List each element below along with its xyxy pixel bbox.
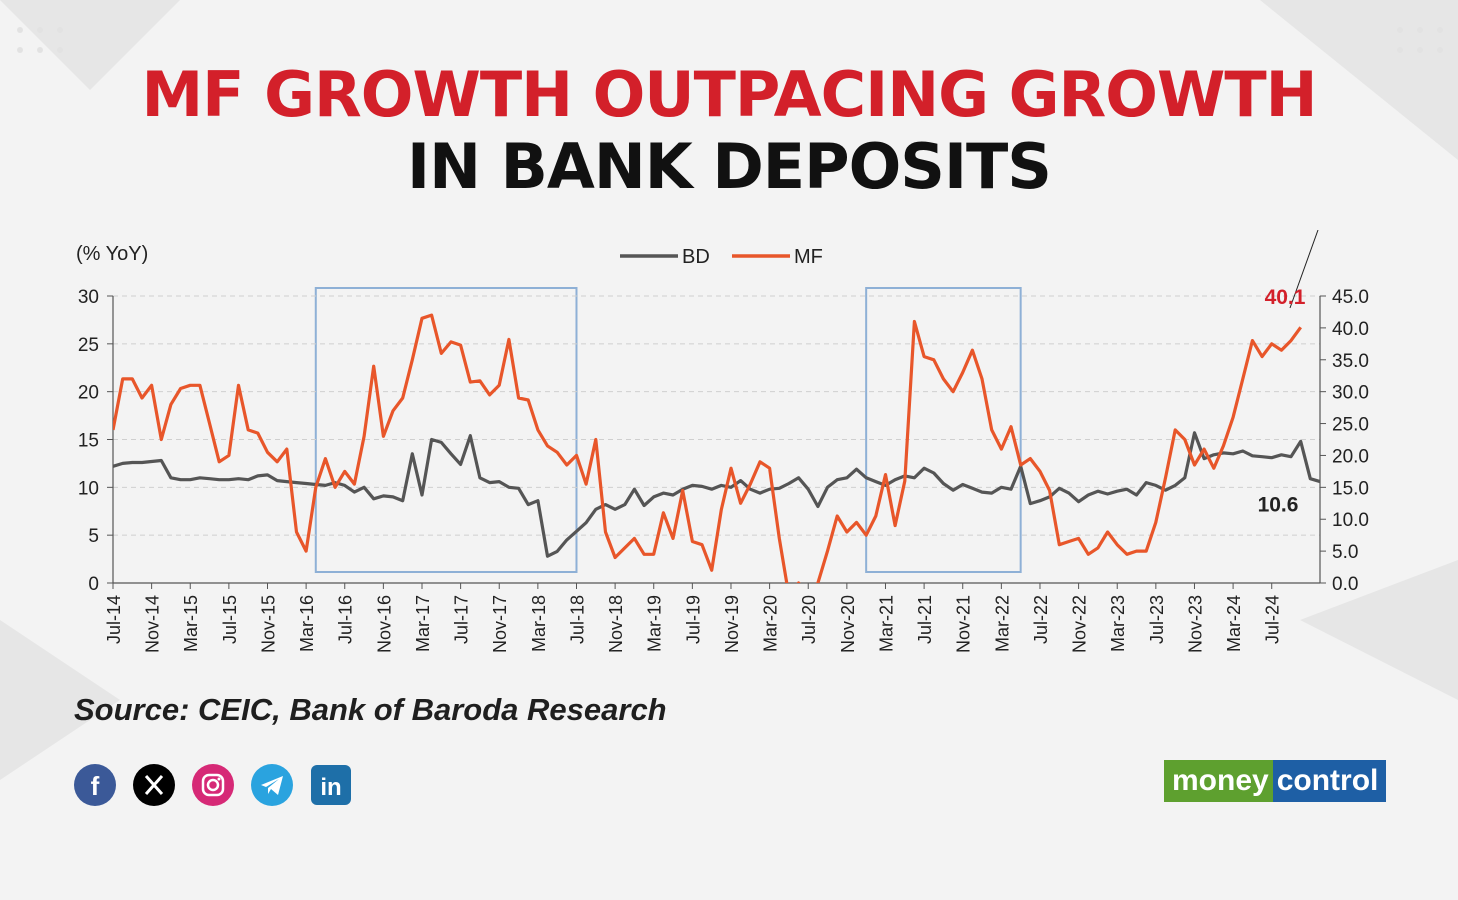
y-right-tick-label: 0.0 <box>1332 574 1358 595</box>
x-tick-label: Jul-18 <box>567 595 587 644</box>
legend-label-mf: MF <box>794 246 823 268</box>
series-line-bd <box>113 431 1320 558</box>
social-icons: f in <box>74 764 352 806</box>
legend-label-bd: BD <box>682 246 710 268</box>
x-tick-label: Nov-22 <box>1070 595 1090 653</box>
logo-money: money <box>1164 760 1273 802</box>
line-chart: 0 5 10 15 20 25 30 0.0 5.0 10.0 15.0 20.0 25.0 30.0 35… <box>76 230 1369 653</box>
y-axis-label: (% YoY) <box>76 243 148 265</box>
x-tick-label: Jul-21 <box>915 595 935 644</box>
y-left-tick-label: 10 <box>78 478 99 499</box>
x-tick-label: Jul-20 <box>799 595 819 644</box>
annotation-mf-last: 40.1 <box>1265 286 1306 309</box>
x-tick-label: Nov-17 <box>490 595 510 653</box>
x-tick-label: Mar-20 <box>761 595 781 652</box>
x-tick-label: Jul-16 <box>336 595 356 644</box>
y-left-tick-label: 30 <box>78 287 99 308</box>
x-tick-label: Nov-19 <box>722 595 742 653</box>
x-tick-label: Jul-22 <box>1031 595 1051 644</box>
y-right-tick-label: 5.0 <box>1332 542 1358 563</box>
x-tick-label: Mar-17 <box>413 595 433 652</box>
y-left-tick-label: 20 <box>78 383 99 404</box>
telegram-icon[interactable] <box>251 764 293 806</box>
x-tick-label: Jul-15 <box>220 595 240 644</box>
x-tick-label: Mar-16 <box>297 595 317 652</box>
instagram-icon[interactable] <box>192 764 234 806</box>
y-left-tick-label: 0 <box>88 574 99 595</box>
y-right-tick-label: 45.0 <box>1332 287 1369 308</box>
x-tick-label: Nov-20 <box>838 595 858 653</box>
x-tick-label: Jul-19 <box>683 595 703 644</box>
annotation-leader-mf <box>1289 230 1319 309</box>
x-tick-label: Jul-24 <box>1263 595 1283 644</box>
linkedin-icon[interactable]: in <box>310 764 352 806</box>
x-icon[interactable] <box>133 764 175 806</box>
highlight-box-1 <box>865 287 1022 573</box>
y-right-tick-label: 35.0 <box>1332 351 1369 372</box>
y-right-tick-label: 10.0 <box>1332 510 1369 531</box>
x-tick-label: Jul-17 <box>452 595 472 644</box>
highlight-box-0 <box>314 287 578 573</box>
x-tick-label: Nov-16 <box>374 595 394 653</box>
series-line-mf <box>113 313 1302 583</box>
x-tick-label: Nov-18 <box>606 595 626 653</box>
x-tick-label: Jul-14 <box>104 595 124 644</box>
logo-control: control <box>1272 760 1387 802</box>
y-right-tick-label: 25.0 <box>1332 415 1369 436</box>
x-tick-label: Mar-19 <box>645 595 665 652</box>
facebook-icon[interactable]: f <box>74 764 116 806</box>
y-left-tick-label: 25 <box>78 335 99 356</box>
y-right-tick-label: 20.0 <box>1332 446 1369 467</box>
x-tick-label: Nov-23 <box>1185 595 1205 653</box>
x-tick-label: Mar-24 <box>1224 595 1244 652</box>
x-tick-label: Nov-14 <box>143 595 163 653</box>
x-tick-label: Mar-18 <box>529 595 549 652</box>
headline-line-1: MF GROWTH OUTPACING GROWTH <box>141 58 1317 131</box>
y-right-tick-label: 40.0 <box>1332 319 1369 340</box>
x-tick-label: Mar-21 <box>876 595 896 652</box>
svg-text:in: in <box>320 774 341 801</box>
svg-text:f: f <box>91 771 100 801</box>
annotation-bd-last: 10.6 <box>1258 494 1299 517</box>
y-left-tick-label: 15 <box>78 431 99 452</box>
y-right-tick-label: 15.0 <box>1332 478 1369 499</box>
moneycontrol-logo: money control <box>1164 760 1387 802</box>
x-tick-label: Nov-21 <box>954 595 974 653</box>
x-tick-label: Mar-22 <box>992 595 1012 652</box>
x-tick-label: Mar-15 <box>181 595 201 652</box>
headline-line-2: IN BANK DEPOSITS <box>407 130 1052 203</box>
x-tick-label: Jul-23 <box>1147 595 1167 644</box>
x-tick-label: Mar-23 <box>1108 595 1128 652</box>
source-note: Source: CEIC, Bank of Baroda Research <box>74 692 667 727</box>
y-left-tick-label: 5 <box>88 526 99 547</box>
x-tick-label: Nov-15 <box>258 595 278 653</box>
y-right-tick-label: 30.0 <box>1332 383 1369 404</box>
